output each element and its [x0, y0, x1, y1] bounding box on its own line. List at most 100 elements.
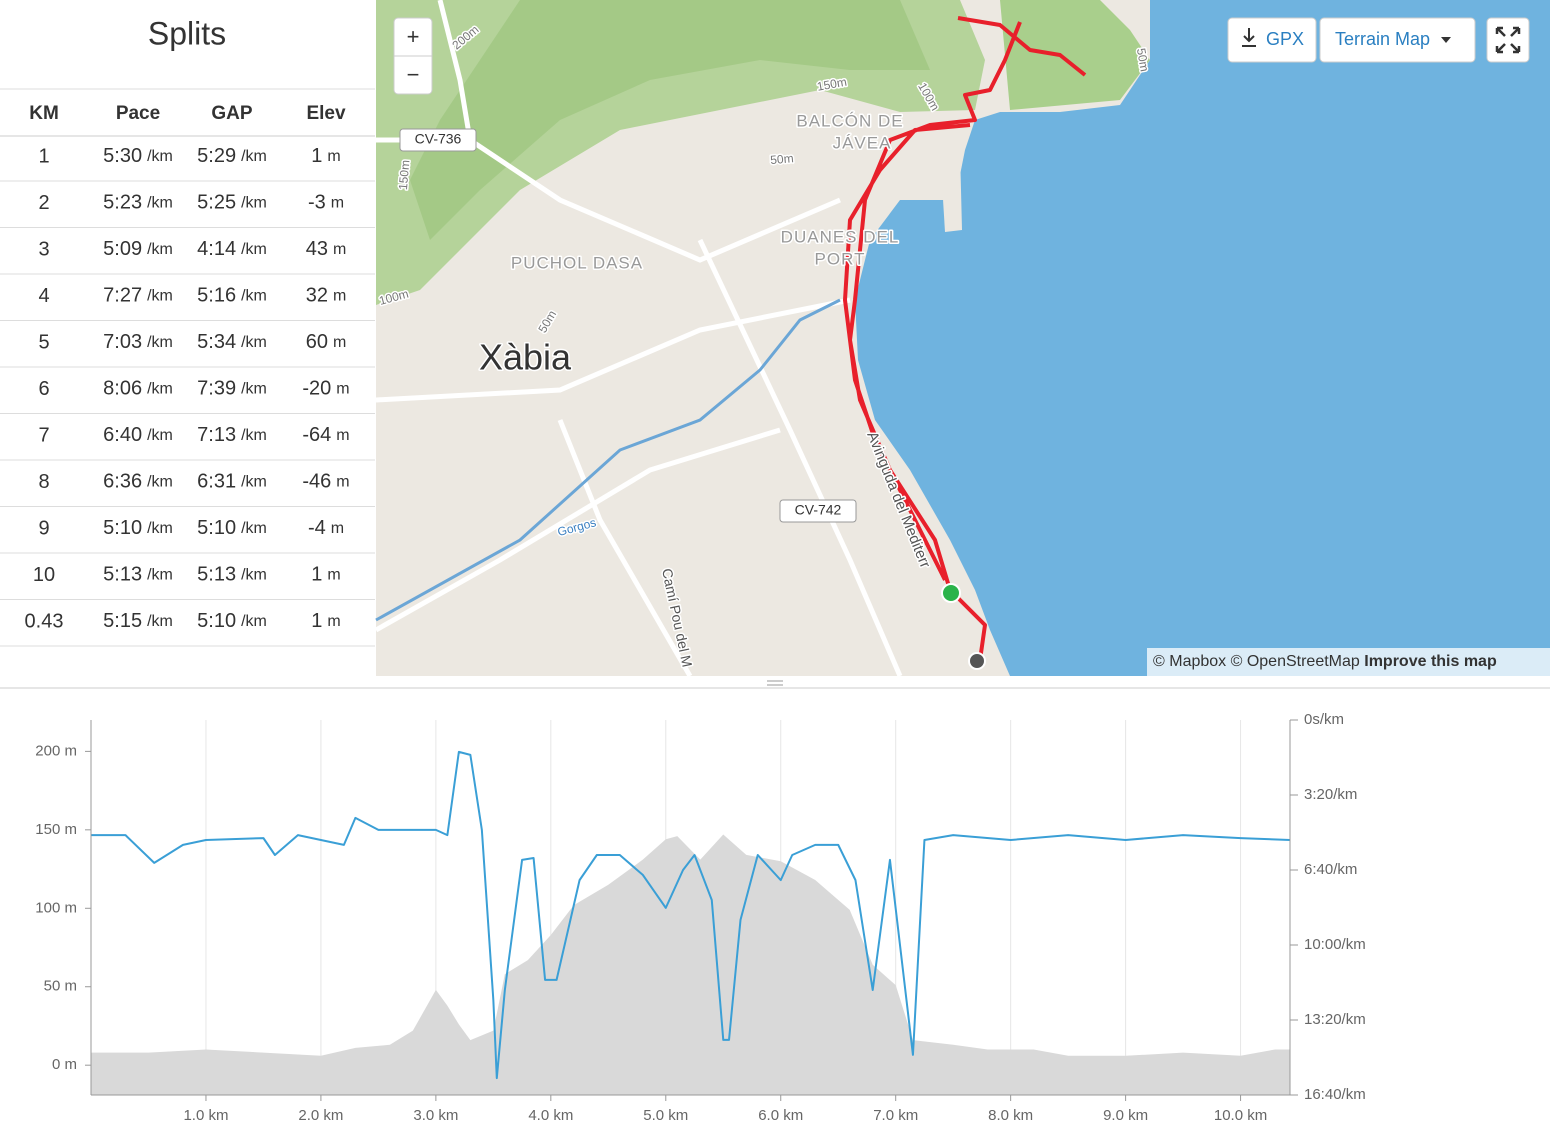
unit: m [336, 474, 349, 491]
gpx-label[interactable]: GPX [1266, 29, 1304, 49]
unit: m [336, 381, 349, 398]
gap-value: 5:34 [197, 331, 236, 353]
map-label: PORT [815, 249, 866, 268]
zoom-in[interactable]: + [407, 24, 420, 49]
map-label: 50m [1134, 47, 1152, 72]
pace-value: 6:40 [103, 424, 142, 446]
pace-cell: 6:36/km [103, 471, 173, 493]
finish-marker [968, 652, 986, 670]
gap-cell: 5:10/km [197, 517, 267, 539]
y2-tick-label: 0s/km [1304, 711, 1344, 728]
elev-value: 60 [306, 331, 328, 353]
pace-value: 5:10 [103, 517, 142, 539]
zoom-out[interactable]: − [407, 62, 420, 87]
x-tick-label: 4.0 km [528, 1107, 573, 1124]
pace-line [91, 750, 1291, 1080]
layer-button[interactable] [1319, 17, 1476, 63]
elev-cell: -46 m [302, 471, 349, 493]
pace-cell: 5:09/km [103, 238, 173, 260]
start-marker [941, 583, 961, 603]
unit: m [333, 288, 346, 305]
km-cell: 3 [38, 238, 49, 260]
y-tick-label: 150 m [35, 821, 77, 838]
elev-cell: -3 m [308, 192, 344, 214]
gap-value: 7:39 [197, 378, 236, 400]
gap-value: 5:29 [197, 145, 236, 167]
improve-link[interactable]: Improve this map [1364, 653, 1497, 670]
gap-cell: 6:31/km [197, 471, 267, 493]
pace-cell: 5:10/km [103, 517, 173, 539]
unit: /km [147, 613, 173, 630]
road-shield-label: CV-736 [415, 131, 462, 147]
gap-cell: 7:13/km [197, 424, 267, 446]
x-tick-label: 10.0 km [1214, 1107, 1267, 1124]
unit: m [327, 567, 340, 584]
download-icon [1242, 28, 1256, 47]
map-pier [940, 150, 962, 232]
y2-tick-label: 16:40/km [1304, 1086, 1366, 1103]
pace-value: 5:23 [103, 192, 142, 214]
km-cell: 8 [38, 471, 49, 493]
unit: m [336, 427, 349, 444]
map-label: JÁVEA [833, 133, 892, 152]
elev-value: 43 [306, 238, 328, 260]
unit: /km [241, 427, 267, 444]
pace-cell: 7:27/km [103, 285, 173, 307]
pace-cell: 5:30/km [103, 145, 173, 167]
gap-value: 5:16 [197, 285, 236, 307]
km-cell: 1 [38, 145, 49, 167]
unit: /km [241, 381, 267, 398]
fullscreen-icon [1495, 26, 1521, 54]
gap-cell: 5:10/km [197, 610, 267, 632]
column-header: GAP [211, 103, 253, 124]
elevation-area [91, 834, 1290, 1095]
x-tick-label: 9.0 km [1103, 1107, 1148, 1124]
elev-cell: 32 m [306, 285, 347, 307]
pace-value: 5:13 [103, 564, 142, 586]
gap-cell: 7:39/km [197, 378, 267, 400]
attribution: © Mapbox © OpenStreetMap Improve this ma… [1153, 653, 1497, 670]
road-shield-label: CV-742 [795, 502, 842, 518]
gap-cell: 4:14/km [197, 238, 267, 260]
unit: /km [241, 241, 267, 258]
pace-cell: 5:15/km [103, 610, 173, 632]
unit: /km [147, 474, 173, 491]
gap-cell: 5:13/km [197, 564, 267, 586]
pace-value: 7:03 [103, 331, 142, 353]
elev-cell: -64 m [302, 424, 349, 446]
pace-value: 5:09 [103, 238, 142, 260]
map-label: 50m [770, 151, 794, 167]
unit: /km [147, 381, 173, 398]
layer-label[interactable]: Terrain Map [1335, 29, 1430, 49]
x-tick-label: 2.0 km [298, 1107, 343, 1124]
elev-cell: -4 m [308, 517, 344, 539]
map-label: DUANES DEL [781, 227, 900, 246]
unit: /km [241, 148, 267, 165]
unit: m [333, 334, 346, 351]
pace-cell: 5:23/km [103, 192, 173, 214]
map-label: 150m [396, 159, 413, 190]
x-tick-label: 1.0 km [183, 1107, 228, 1124]
gap-value: 7:13 [197, 424, 236, 446]
x-tick-label: 5.0 km [643, 1107, 688, 1124]
resize-handle[interactable] [767, 680, 783, 686]
gap-value: 5:10 [197, 517, 236, 539]
elev-value: 1 [311, 610, 322, 632]
unit: m [331, 520, 344, 537]
unit: /km [241, 334, 267, 351]
map-label: 150m [816, 75, 848, 94]
km-cell: 5 [38, 331, 49, 353]
elev-value: -4 [308, 517, 326, 539]
caret [1441, 37, 1451, 43]
elev-value: -20 [302, 378, 331, 400]
fullscreen-button[interactable] [1486, 17, 1530, 63]
unit: m [331, 195, 344, 212]
column-header: KM [29, 103, 59, 124]
km-cell: 7 [38, 424, 49, 446]
pace-cell: 6:40/km [103, 424, 173, 446]
gap-cell: 5:34/km [197, 331, 267, 353]
km-cell: 0.43 [25, 610, 64, 632]
unit: /km [241, 474, 267, 491]
pace-value: 5:30 [103, 145, 142, 167]
unit: /km [147, 427, 173, 444]
